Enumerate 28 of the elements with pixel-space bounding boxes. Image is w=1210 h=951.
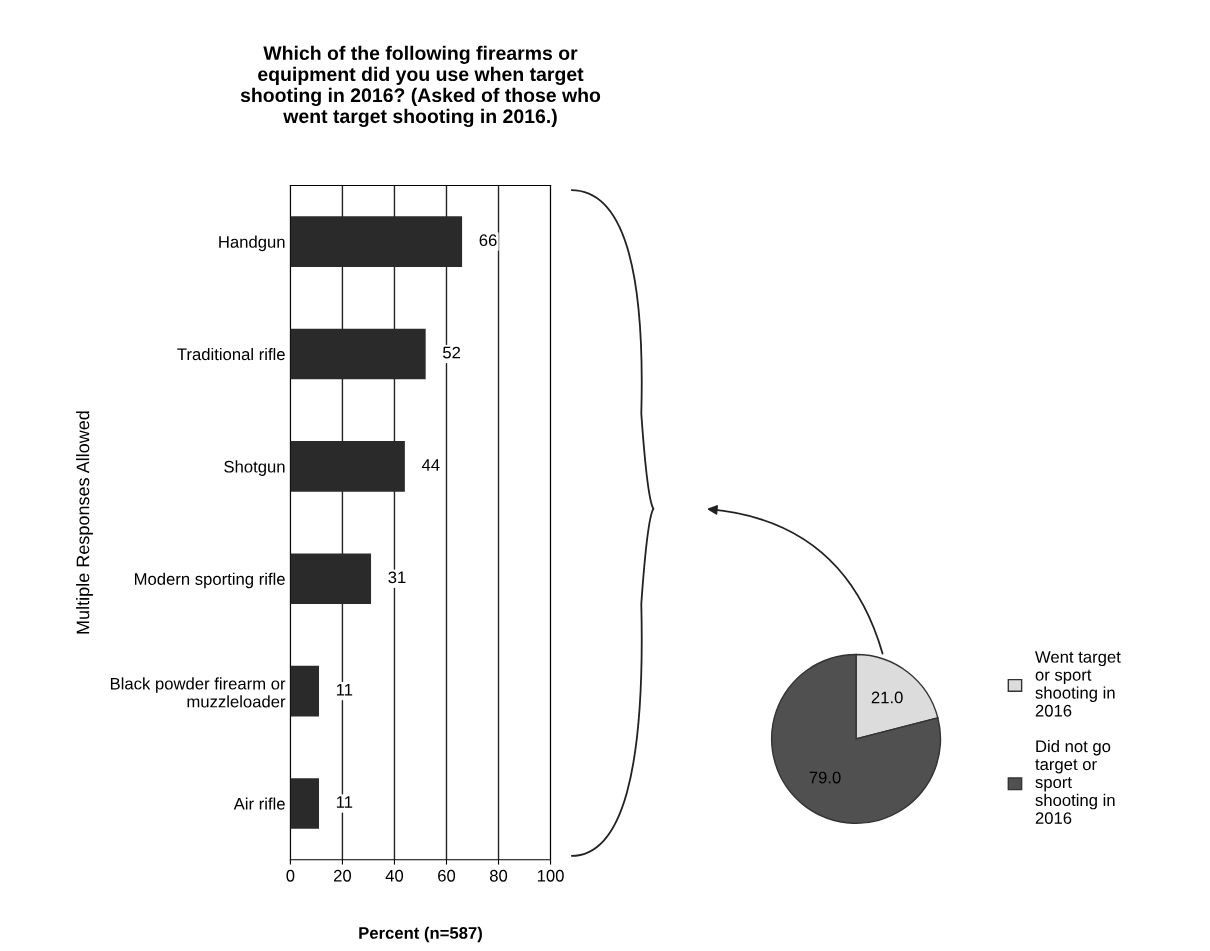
data-label: 66 <box>479 234 497 247</box>
y-tick-label: Air rifle <box>233 797 285 810</box>
x-tick-label: 80 <box>489 869 508 882</box>
data-label: 44 <box>421 459 440 471</box>
x-tick-label: 60 <box>438 869 456 882</box>
x-tick-label: 20 <box>334 869 352 882</box>
chart-title: Which of the following firearms or equipment did you use when target shooting in 2016? (Asked of those who went target shooting in 2016.) <box>240 45 601 128</box>
legend-label: Did not go target or sport shooting in 2016 <box>1035 739 1115 824</box>
bar <box>290 665 320 717</box>
data-label: 21.0 <box>871 691 903 704</box>
x-axis-title: Percent (n=587) <box>359 926 482 943</box>
y-tick-label: Handgun <box>219 235 285 252</box>
x-tick-label: 0 <box>286 869 295 882</box>
bar <box>290 778 320 829</box>
x-tick-label: 100 <box>537 869 564 882</box>
data-label: 11 <box>336 796 353 808</box>
data-label: 31 <box>388 571 406 584</box>
data-label: 52 <box>443 346 461 359</box>
y-tick-label: Modern sporting rifle <box>135 572 285 589</box>
y-tick-label: Shotgun <box>224 460 285 476</box>
x-tick-label: 40 <box>385 869 404 882</box>
pie-slice <box>770 653 942 825</box>
y-tick-label: Traditional rifle <box>177 347 285 361</box>
y-axis-title: Multiple Responses Allowed <box>76 411 93 634</box>
data-label: 11 <box>336 683 353 696</box>
data-label: 79.0 <box>809 771 841 784</box>
legend-label: Went target or sport shooting in 2016 <box>1035 651 1121 717</box>
y-tick-label: Black powder firearm or muzzleloader <box>110 677 286 708</box>
